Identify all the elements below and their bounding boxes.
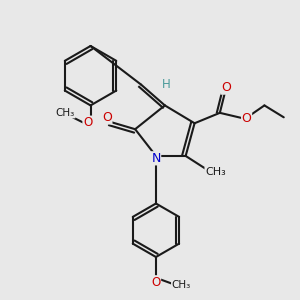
Text: H: H — [162, 78, 171, 91]
Text: CH₃: CH₃ — [205, 167, 226, 177]
Text: N: N — [151, 152, 160, 165]
Text: O: O — [151, 276, 160, 289]
Text: CH₃: CH₃ — [56, 108, 75, 118]
Text: O: O — [83, 116, 92, 129]
Text: O: O — [102, 111, 112, 124]
Text: O: O — [242, 112, 251, 125]
Text: O: O — [221, 81, 231, 94]
Text: CH₃: CH₃ — [172, 280, 191, 290]
